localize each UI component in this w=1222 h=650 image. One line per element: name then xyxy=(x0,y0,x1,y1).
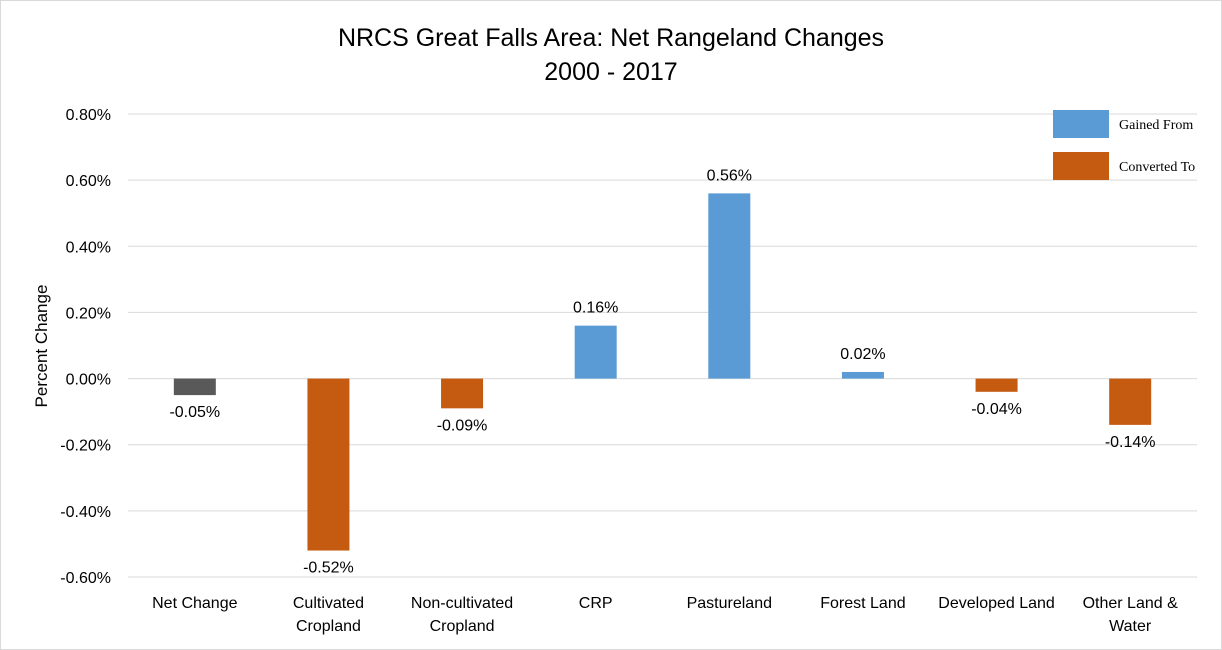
y-tick-label: 0.60% xyxy=(66,173,111,190)
x-axis-categories: Net Change Cultivated Cropland Non-cultivat… xyxy=(152,595,1178,635)
data-label: 0.02% xyxy=(840,346,885,363)
data-label: -0.52% xyxy=(303,560,354,577)
data-label: 0.56% xyxy=(707,167,752,184)
legend: Gained From Converted To xyxy=(1053,110,1195,180)
bar xyxy=(841,371,884,379)
data-label: -0.05% xyxy=(169,404,220,421)
legend-label: Converted To xyxy=(1119,160,1195,175)
bar xyxy=(1109,378,1152,425)
legend-swatch xyxy=(1053,152,1109,180)
data-label: -0.09% xyxy=(437,417,488,434)
y-tick-label: -0.40% xyxy=(60,504,111,521)
chart-title: NRCS Great Falls Area: Net Rangeland Cha… xyxy=(338,24,884,52)
y-tick-label: 0.20% xyxy=(66,305,111,322)
y-axis-label: Percent Change xyxy=(32,285,51,408)
y-tick-label: 0.40% xyxy=(66,239,111,256)
x-category-label: CRP xyxy=(579,595,613,612)
y-tick-label: -0.60% xyxy=(60,570,111,587)
legend-label: Gained From xyxy=(1119,118,1193,133)
y-axis-ticks: 0.80% 0.60% 0.40% 0.20% 0.00% -0.20% -0.40% -0.… xyxy=(60,107,111,587)
x-category-label: Net Change xyxy=(152,595,237,612)
x-category-label: Cropland xyxy=(430,618,495,635)
bar xyxy=(975,378,1018,392)
data-label: -0.04% xyxy=(971,401,1022,418)
gridlines xyxy=(128,113,1197,578)
x-category-label: Cropland xyxy=(296,618,361,635)
y-tick-label: 0.00% xyxy=(66,372,111,389)
data-label: -0.14% xyxy=(1105,434,1156,451)
legend-swatch xyxy=(1053,110,1109,138)
bar xyxy=(307,378,350,551)
y-tick-label: -0.20% xyxy=(60,438,111,455)
x-category-label: Cultivated xyxy=(293,595,364,612)
y-tick-label: 0.80% xyxy=(66,107,111,124)
bar xyxy=(173,378,216,396)
bar xyxy=(708,193,751,379)
bars xyxy=(173,193,1152,551)
x-category-label: Non-cultivated xyxy=(411,595,513,612)
x-category-label: Water xyxy=(1109,618,1152,635)
data-label: 0.16% xyxy=(573,300,618,317)
x-category-label: Forest Land xyxy=(820,595,905,612)
x-category-label: Developed Land xyxy=(938,595,1055,612)
data-labels: -0.05% -0.52% -0.09% 0.16% 0.56% 0.02% -0.04% -… xyxy=(169,167,1155,576)
bar xyxy=(574,325,617,379)
x-category-label: Other Land & xyxy=(1083,595,1179,612)
bar xyxy=(441,378,484,409)
chart-subtitle: 2000 - 2017 xyxy=(544,58,677,86)
x-category-label: Pastureland xyxy=(687,595,772,612)
